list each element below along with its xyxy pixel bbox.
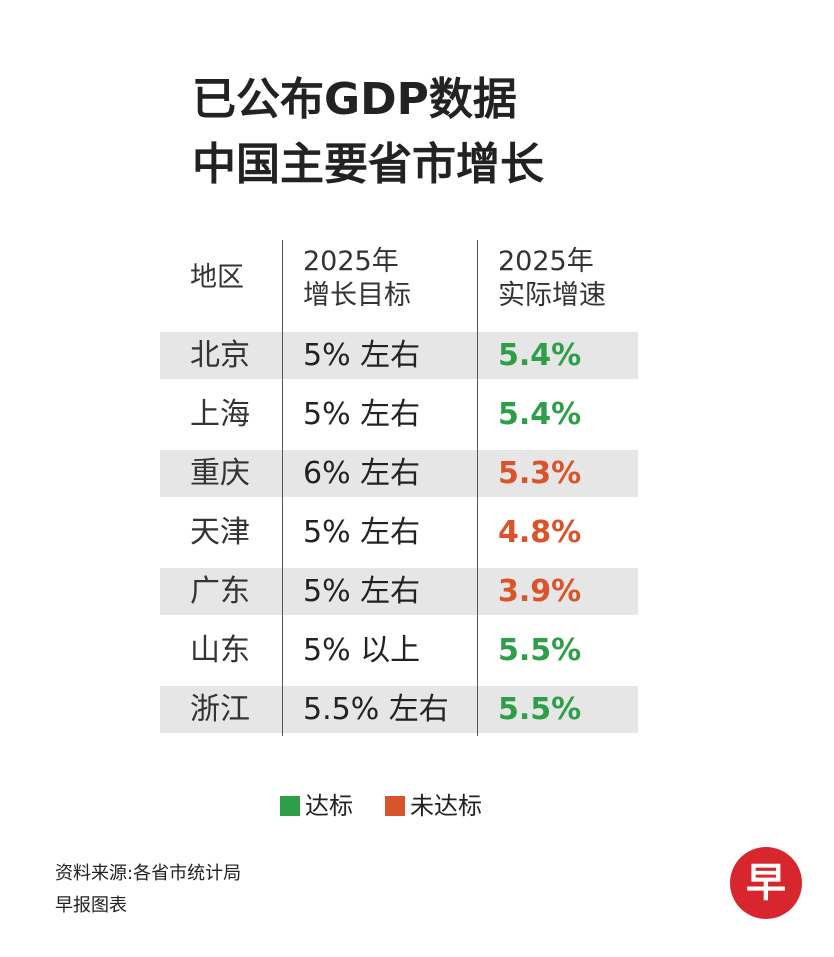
column-header: 增长目标 xyxy=(303,280,411,311)
actual: 5.5% xyxy=(498,633,582,668)
logo-text: 早 xyxy=(746,860,786,906)
legend-swatch xyxy=(385,796,405,816)
title-line: 已公布GDP数据 xyxy=(192,74,517,125)
actual: 4.8% xyxy=(498,515,582,550)
region: 上海 xyxy=(190,397,250,432)
column-header: 地区 xyxy=(190,262,244,293)
row-shade xyxy=(160,332,638,379)
target: 5% 左右 xyxy=(303,397,421,432)
actual: 5.5% xyxy=(498,692,582,727)
column-divider xyxy=(477,240,478,736)
legend-swatch xyxy=(280,796,300,816)
row-shade xyxy=(160,568,638,615)
region: 广东 xyxy=(190,574,250,609)
title-line: 中国主要省市增长 xyxy=(192,139,544,190)
legend-label: 达标 xyxy=(305,792,353,820)
column-header: 2025年 xyxy=(498,246,594,277)
region: 北京 xyxy=(190,338,250,373)
logo: 早 xyxy=(730,847,802,919)
target: 6% 左右 xyxy=(303,456,421,491)
column-header: 2025年 xyxy=(303,246,399,277)
region: 山东 xyxy=(190,633,250,668)
actual: 5.4% xyxy=(498,397,582,432)
target: 5% 左右 xyxy=(303,574,421,609)
target: 5% 左右 xyxy=(303,515,421,550)
region: 天津 xyxy=(190,515,250,550)
actual: 5.3% xyxy=(498,456,582,491)
row-shade xyxy=(160,450,638,497)
target: 5% 左右 xyxy=(303,338,421,373)
region: 浙江 xyxy=(190,692,250,727)
logo-circle xyxy=(730,847,802,919)
target: 5% 以上 xyxy=(303,633,421,668)
column-header: 实际增速 xyxy=(498,280,606,311)
actual: 5.4% xyxy=(498,338,582,373)
row-shade xyxy=(160,686,638,733)
column-divider xyxy=(282,240,283,736)
legend-label: 未达标 xyxy=(410,792,482,820)
credit: 早报图表 xyxy=(55,895,127,916)
target: 5.5% 左右 xyxy=(303,692,449,727)
actual: 3.9% xyxy=(498,574,582,609)
source: 资料来源:各省市统计局 xyxy=(55,863,242,884)
region: 重庆 xyxy=(190,456,250,491)
